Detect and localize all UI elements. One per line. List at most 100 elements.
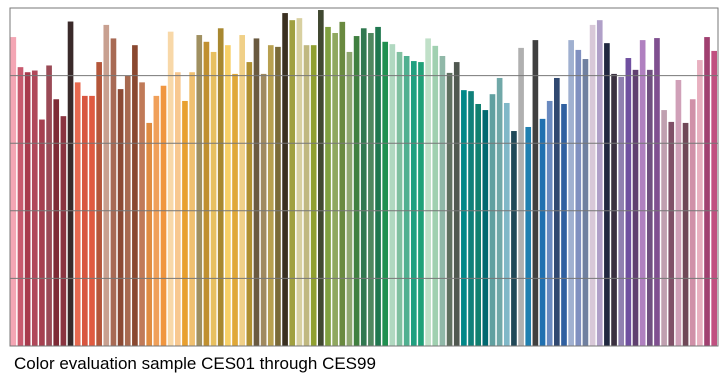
chart-caption: Color evaluation sample CES01 through CE… <box>14 354 376 373</box>
bar <box>375 26 381 346</box>
bar <box>167 31 174 346</box>
bar <box>425 38 431 347</box>
bar <box>60 116 67 346</box>
bar <box>132 45 138 347</box>
bar <box>582 59 589 347</box>
bar <box>110 38 117 347</box>
bar <box>546 100 553 346</box>
bar <box>604 43 610 346</box>
bar <box>396 51 403 346</box>
bar <box>439 55 446 346</box>
bar <box>46 65 52 347</box>
bar <box>403 55 410 346</box>
bar <box>189 72 195 346</box>
bar <box>711 50 717 347</box>
bar <box>174 72 181 346</box>
bar <box>325 26 331 346</box>
bar <box>210 51 217 346</box>
bar <box>697 60 703 346</box>
bar <box>10 37 17 347</box>
bar <box>661 110 667 347</box>
bar <box>332 33 338 347</box>
bar <box>267 45 274 347</box>
bar <box>96 62 102 347</box>
bar <box>432 45 439 347</box>
bar <box>453 62 460 347</box>
bar <box>446 72 453 347</box>
bar <box>368 33 374 347</box>
bar <box>668 121 675 346</box>
bar <box>310 45 317 347</box>
bar <box>24 72 31 346</box>
bar <box>489 94 496 346</box>
bar <box>153 95 160 346</box>
bar <box>246 62 253 347</box>
bar <box>282 13 288 346</box>
bar <box>296 18 303 346</box>
bar <box>31 70 38 346</box>
bar <box>303 45 310 347</box>
bar <box>382 41 389 347</box>
bar <box>596 20 603 346</box>
bar <box>639 40 646 347</box>
bar <box>689 99 696 346</box>
bar <box>496 77 503 346</box>
bar <box>589 24 596 347</box>
bar <box>654 38 660 346</box>
bar <box>675 79 682 346</box>
bar <box>39 119 45 346</box>
bar <box>82 95 88 346</box>
bar <box>232 73 238 346</box>
bar <box>53 99 60 346</box>
bar <box>196 35 203 346</box>
bar <box>239 35 245 346</box>
bar <box>532 40 539 347</box>
bar <box>632 69 639 346</box>
bar <box>518 47 524 346</box>
bar <box>275 46 281 347</box>
bar <box>539 118 546 346</box>
bar <box>503 102 510 346</box>
bar <box>160 85 167 347</box>
bar <box>182 100 188 346</box>
bar <box>103 24 110 347</box>
bar <box>468 91 474 346</box>
bar <box>525 126 532 346</box>
bar <box>203 41 210 347</box>
bar <box>561 103 567 346</box>
bar <box>353 36 360 346</box>
bar <box>704 37 710 347</box>
bar <box>74 82 81 347</box>
bar <box>461 90 467 346</box>
bar <box>682 122 689 346</box>
bar <box>346 51 353 346</box>
bar <box>225 45 231 347</box>
bar <box>17 67 24 347</box>
bar <box>511 131 517 346</box>
bar <box>253 38 260 347</box>
bar <box>260 73 267 346</box>
bar <box>554 77 560 346</box>
bar <box>146 122 153 346</box>
bar <box>89 95 95 346</box>
bar <box>360 28 367 347</box>
bar <box>389 44 396 346</box>
bar <box>217 28 224 347</box>
bar <box>117 89 124 347</box>
bar <box>339 21 346 346</box>
bar <box>139 82 145 347</box>
bar <box>482 110 489 347</box>
bar <box>289 20 296 346</box>
bar <box>568 40 574 347</box>
bar <box>67 21 74 347</box>
bar <box>318 10 324 346</box>
bar <box>611 73 617 346</box>
bar <box>418 62 424 347</box>
bar <box>410 61 417 346</box>
bar <box>625 58 632 347</box>
bar <box>618 76 625 347</box>
plot-frame <box>9 7 719 347</box>
bar <box>575 49 582 347</box>
bar <box>646 69 653 346</box>
